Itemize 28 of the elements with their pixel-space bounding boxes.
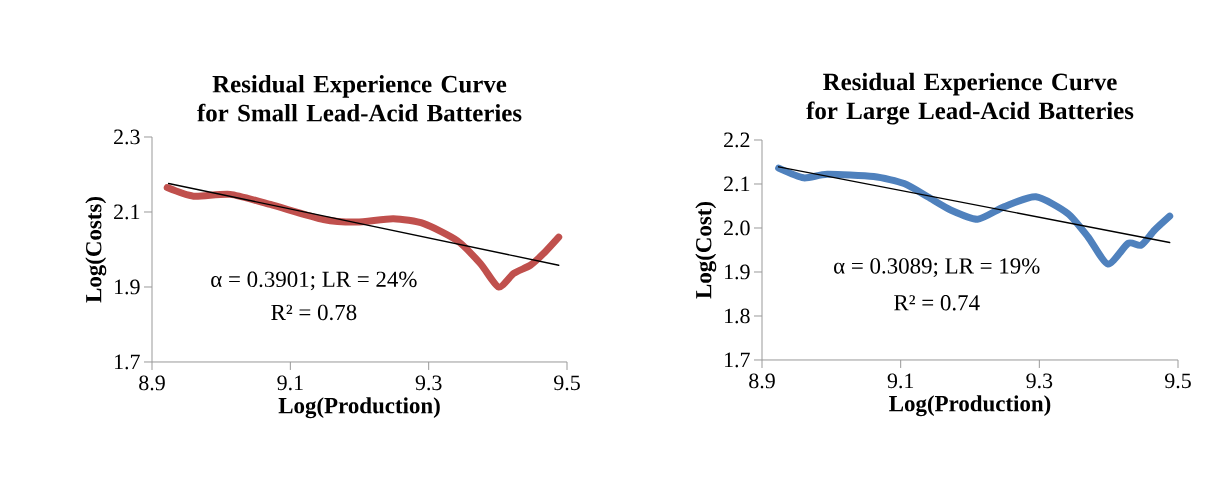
- y-tick-label: 1.7: [115, 354, 140, 370]
- annotation: α = 0.3089; LR = 19%: [834, 258, 1040, 277]
- y-tick-label: 2.2: [724, 132, 750, 148]
- y-tick-label: 2.1: [724, 176, 750, 192]
- x-tick-label: 9.3: [1026, 373, 1053, 389]
- y-axis-title: Log(Costs): [85, 197, 107, 303]
- y-axis-title: Log(Cost): [695, 202, 717, 299]
- x-tick-label: 9.3: [415, 375, 442, 391]
- y-tick-label: 1.7: [725, 352, 750, 368]
- y-tick-label: 2.1: [114, 204, 140, 220]
- y-tick-label: 1.9: [725, 264, 750, 280]
- x-tick-label: 8.9: [139, 375, 165, 391]
- chart-title: Residual Experience Curve for Small Lead-Acid Batteries: [197, 75, 522, 122]
- annotation: R² = 0.74: [894, 295, 980, 311]
- x-tick-label: 8.9: [749, 373, 775, 389]
- y-tick-label: 1.8: [725, 308, 750, 324]
- x-tick-label: 9.5: [1165, 373, 1191, 389]
- y-tick-label: 1.9: [115, 279, 140, 295]
- x-tick-label: 9.5: [554, 375, 580, 391]
- chart-title: Residual Experience Curve for Large Lead-Acid Batteries: [806, 72, 1134, 125]
- x-tick-label: 9.1: [277, 375, 303, 391]
- annotation: α = 0.3901; LR = 24%: [211, 271, 417, 291]
- annotation: R² = 0.78: [271, 304, 357, 321]
- x-axis-title: Log(Production): [889, 395, 1051, 417]
- x-axis-title: Log(Production): [278, 397, 440, 419]
- y-tick-label: 2.0: [724, 220, 750, 236]
- y-tick-label: 2.3: [114, 129, 140, 145]
- x-tick-label: 9.1: [887, 373, 914, 389]
